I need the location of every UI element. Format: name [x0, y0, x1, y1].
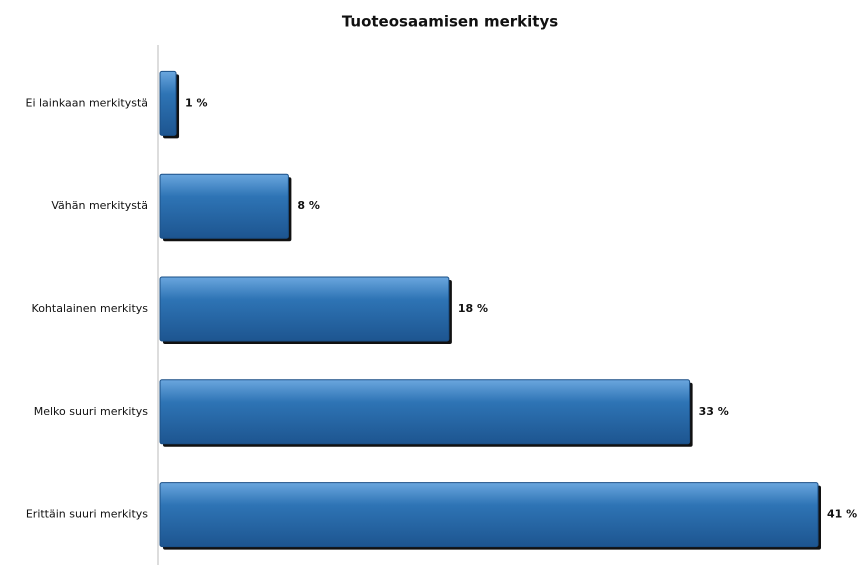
- y-tick-label: Kohtalainen merkitys: [32, 302, 149, 315]
- value-label: 33 %: [699, 405, 729, 418]
- value-label: 18 %: [458, 302, 488, 315]
- bar: [159, 173, 289, 239]
- y-tick-label: Melko suuri merkitys: [34, 405, 149, 418]
- y-tick-label: Erittäin suuri merkitys: [26, 508, 148, 521]
- bar: [159, 482, 819, 548]
- value-label: 8 %: [297, 199, 320, 212]
- bar: [159, 70, 177, 136]
- bar: [159, 379, 691, 445]
- value-label: 41 %: [827, 508, 857, 521]
- y-tick-label: Ei lainkaan merkitystä: [26, 96, 149, 109]
- chart-title: Tuoteosaamisen merkitys: [342, 13, 558, 31]
- value-label: 1 %: [185, 96, 208, 109]
- bar: [159, 276, 450, 342]
- y-tick-label: Vähän merkitystä: [51, 199, 148, 212]
